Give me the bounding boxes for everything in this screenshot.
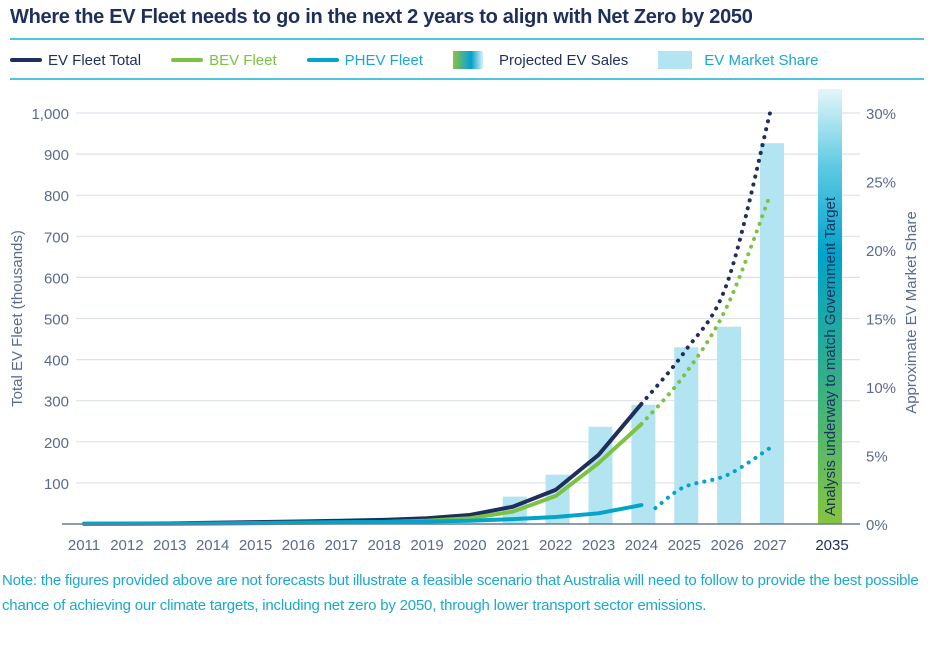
y2-tick-label: 20% — [866, 243, 896, 260]
legend-label: Projected EV Sales — [499, 51, 629, 69]
projected-ev-sales-2035-bar — [818, 89, 842, 524]
x-tick-label: 2014 — [196, 537, 229, 554]
chart-area: Analysis underway to match Government Ta… — [9, 89, 920, 554]
projected-2035-bar-group: Analysis underway to match Government Ta… — [818, 89, 842, 524]
x-tick-label: 2018 — [367, 537, 400, 554]
y2-tick-label: 10% — [866, 380, 896, 397]
axes: 100 200 300 400 500 600 700 800 900 1,000 0% 5% 10% 1… — [9, 106, 920, 554]
x-tick-label: 2016 — [282, 537, 315, 554]
x-tick-label: 2019 — [410, 537, 443, 554]
legend-label: PHEV Fleet — [344, 51, 424, 69]
y-tick-label: 200 — [44, 435, 69, 452]
market-share-bar — [717, 326, 742, 524]
y2-tick-label: 15% — [866, 312, 896, 329]
y-tick-label: 400 — [44, 353, 69, 370]
legend-divider — [10, 78, 924, 80]
legend-item-ev-fleet-total: EV Fleet Total — [10, 52, 141, 69]
y-tick-label: 1,000 — [31, 106, 69, 123]
y-tick-label: 500 — [44, 312, 69, 329]
legend-label: EV Fleet Total — [48, 51, 142, 69]
y2-tick-label: 30% — [866, 106, 896, 123]
legend-line-swatch — [171, 58, 204, 62]
legend: EV Fleet Total BEV Fleet PHEV Fleet Proj… — [10, 48, 848, 72]
x-tick-label: 2035 — [815, 537, 848, 554]
x-tick-label: 2013 — [153, 537, 186, 554]
y2-tick-label: 0% — [866, 517, 888, 534]
phev-fleet-projected-line — [653, 445, 772, 511]
ev-fleet-total-projected-line — [639, 111, 772, 406]
x-tick-label: 2011 — [68, 537, 100, 554]
market-share-bar — [760, 143, 784, 524]
x-tick-label: 2027 — [753, 537, 786, 554]
market-share-bar — [674, 347, 699, 524]
y-tick-label: 100 — [44, 476, 69, 493]
annotation-2035: Analysis underway to match Government Ta… — [822, 196, 839, 516]
legend-item-ev-market-share: EV Market Share — [658, 51, 818, 69]
y-tick-label: 700 — [44, 229, 69, 246]
x-tick-label: 2022 — [539, 537, 572, 554]
x-tick-label: 2015 — [239, 537, 272, 554]
gridlines — [76, 112, 860, 484]
y-tick-label: 900 — [44, 147, 69, 164]
y-tick-label: 800 — [44, 188, 69, 205]
x-tick-label: 2024 — [625, 537, 658, 554]
y2-axis-title: Approximate EV Market Share — [903, 211, 920, 414]
legend-gradient-swatch — [453, 51, 484, 69]
y-axis-title: Total EV Fleet (thousands) — [9, 230, 26, 407]
x-tick-label: 2023 — [582, 537, 615, 554]
x-tick-label: 2020 — [453, 537, 486, 554]
legend-line-swatch — [10, 58, 42, 62]
legend-line-swatch — [306, 58, 339, 62]
bev-fleet-projected-line — [639, 193, 772, 427]
y-tick-label: 600 — [44, 270, 69, 287]
y2-tick-label: 5% — [866, 449, 888, 466]
chart-title: Where the EV Fleet needs to go in the ne… — [10, 6, 753, 28]
legend-item-bev-fleet: BEV Fleet — [171, 52, 277, 69]
y-tick-label: 300 — [44, 394, 69, 411]
legend-item-projected-ev-sales: Projected EV Sales — [453, 51, 628, 69]
legend-box-swatch — [658, 51, 693, 69]
x-tick-label: 2017 — [325, 537, 358, 554]
x-tick-label: 2012 — [110, 537, 143, 554]
market-share-bar — [631, 404, 656, 524]
x-tick-label: 2026 — [710, 537, 743, 554]
legend-label: EV Market Share — [704, 51, 819, 69]
legend-label: BEV Fleet — [209, 51, 277, 69]
footnote: Note: the figures provided above are not… — [2, 572, 919, 614]
x-tick-label: 2025 — [668, 537, 701, 554]
title-divider — [10, 38, 924, 40]
legend-item-phev-fleet: PHEV Fleet — [306, 51, 424, 69]
x-tick-label: 2021 — [496, 537, 529, 554]
y2-tick-label: 25% — [866, 175, 896, 192]
